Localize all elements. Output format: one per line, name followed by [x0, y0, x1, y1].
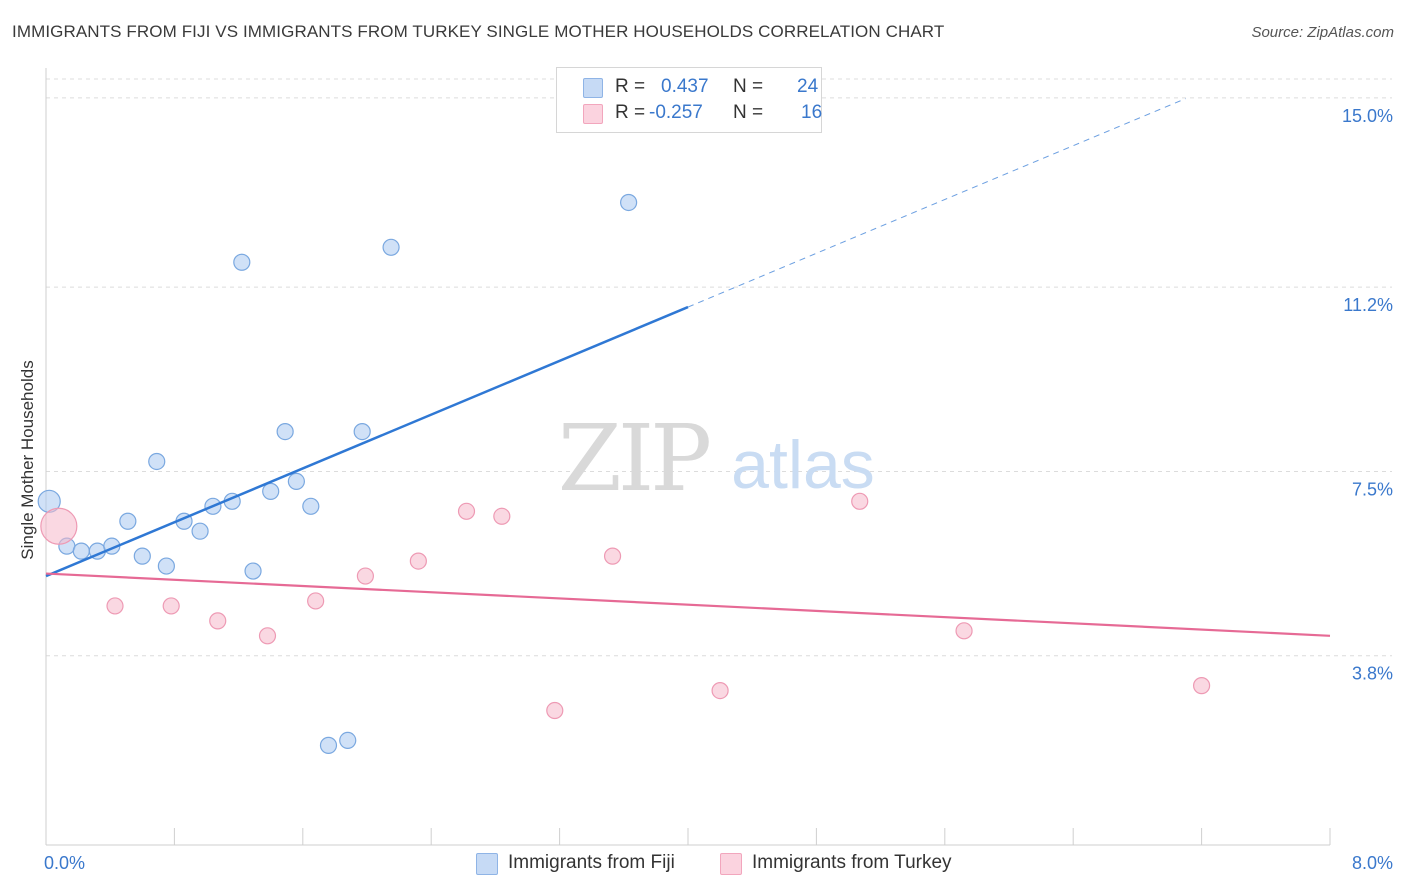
- fiji-trend-line: [45, 305, 689, 578]
- fiji-point: [353, 422, 371, 441]
- turkey-point: [546, 701, 564, 720]
- y-tick-label: 7.5%: [1352, 479, 1393, 499]
- fiji-point: [382, 238, 400, 256]
- turkey-point: [493, 507, 511, 525]
- fiji-point: [620, 193, 638, 212]
- turkey-point: [307, 592, 325, 610]
- fiji-point: [157, 557, 175, 575]
- chart-title: IMMIGRANTS FROM FIJI VS IMMIGRANTS FROM …: [12, 22, 945, 41]
- legend-label-fiji: Immigrants from Fiji: [508, 852, 675, 873]
- source-label: Source: ZipAtlas.com: [1251, 24, 1394, 41]
- legend-swatch-fiji: [476, 853, 498, 875]
- y-tick-label: 11.2%: [1343, 295, 1393, 315]
- turkey-point: [258, 627, 277, 645]
- fiji-point: [244, 562, 262, 580]
- fiji-point: [302, 497, 320, 515]
- fiji-point: [133, 547, 151, 565]
- legend-swatch-fiji: [583, 78, 603, 98]
- x-tick-labels: 0.0% 8.0%: [44, 853, 1393, 873]
- legend-swatch-turkey: [720, 853, 742, 875]
- turkey-point: [711, 681, 729, 700]
- x-tick-label: 0.0%: [44, 853, 85, 873]
- turkey-point: [106, 597, 124, 615]
- y-axis-title: Single Mother Households: [18, 360, 37, 560]
- fiji-point: [339, 731, 357, 750]
- watermark-atlas: atlas: [731, 427, 875, 503]
- turkey-point: [955, 622, 973, 640]
- x-tick-label: 8.0%: [1352, 853, 1393, 873]
- turkey-point: [162, 597, 180, 615]
- turkey-point: [409, 552, 427, 570]
- trend-lines: [45, 98, 1331, 637]
- turkey-point: [356, 567, 374, 585]
- watermark: ZIP atlas: [558, 405, 875, 512]
- turkey-point: [603, 547, 622, 565]
- turkey-point: [457, 502, 476, 520]
- legend-r-label: R =: [615, 76, 651, 97]
- turkey-point: [851, 492, 869, 510]
- fiji-trend-extension: [687, 98, 1186, 308]
- fiji-point: [262, 482, 280, 500]
- legend-label-turkey: Immigrants from Turkey: [752, 852, 952, 873]
- turkey-point: [1192, 677, 1211, 695]
- legend-n-label: N =: [733, 76, 769, 97]
- legend-n-label: N =: [733, 102, 769, 123]
- fiji-point: [319, 736, 338, 754]
- correlation-legend: R = 0.437 N = 24 R = -0.257 N = 16: [556, 67, 822, 133]
- fiji-point: [276, 422, 294, 441]
- legend-r-label: R =: [615, 102, 651, 123]
- legend-swatch-turkey: [583, 104, 603, 124]
- legend-n-value: 16: [801, 102, 823, 123]
- watermark-zip: ZIP: [558, 405, 709, 512]
- y-tick-label: 3.8%: [1352, 664, 1393, 684]
- fiji-point: [148, 452, 166, 471]
- fiji-point: [287, 472, 305, 491]
- fiji-point: [119, 512, 137, 530]
- legend-n-value: 24: [797, 76, 819, 97]
- turkey-point: [209, 612, 227, 630]
- axes: [45, 68, 1331, 846]
- y-tick-labels: 3.8% 7.5% 11.2% 15.0%: [1342, 106, 1393, 684]
- chart-marks: [37, 193, 1211, 754]
- turkey-point: [40, 507, 78, 545]
- y-tick-label: 15.0%: [1342, 106, 1393, 126]
- fiji-point: [191, 522, 209, 540]
- fiji-point: [233, 253, 251, 271]
- legend-r-value: 0.437: [661, 76, 709, 97]
- turkey-trend-line: [45, 572, 1331, 637]
- legend-r-value: -0.257: [649, 102, 703, 123]
- fiji-point: [72, 542, 90, 560]
